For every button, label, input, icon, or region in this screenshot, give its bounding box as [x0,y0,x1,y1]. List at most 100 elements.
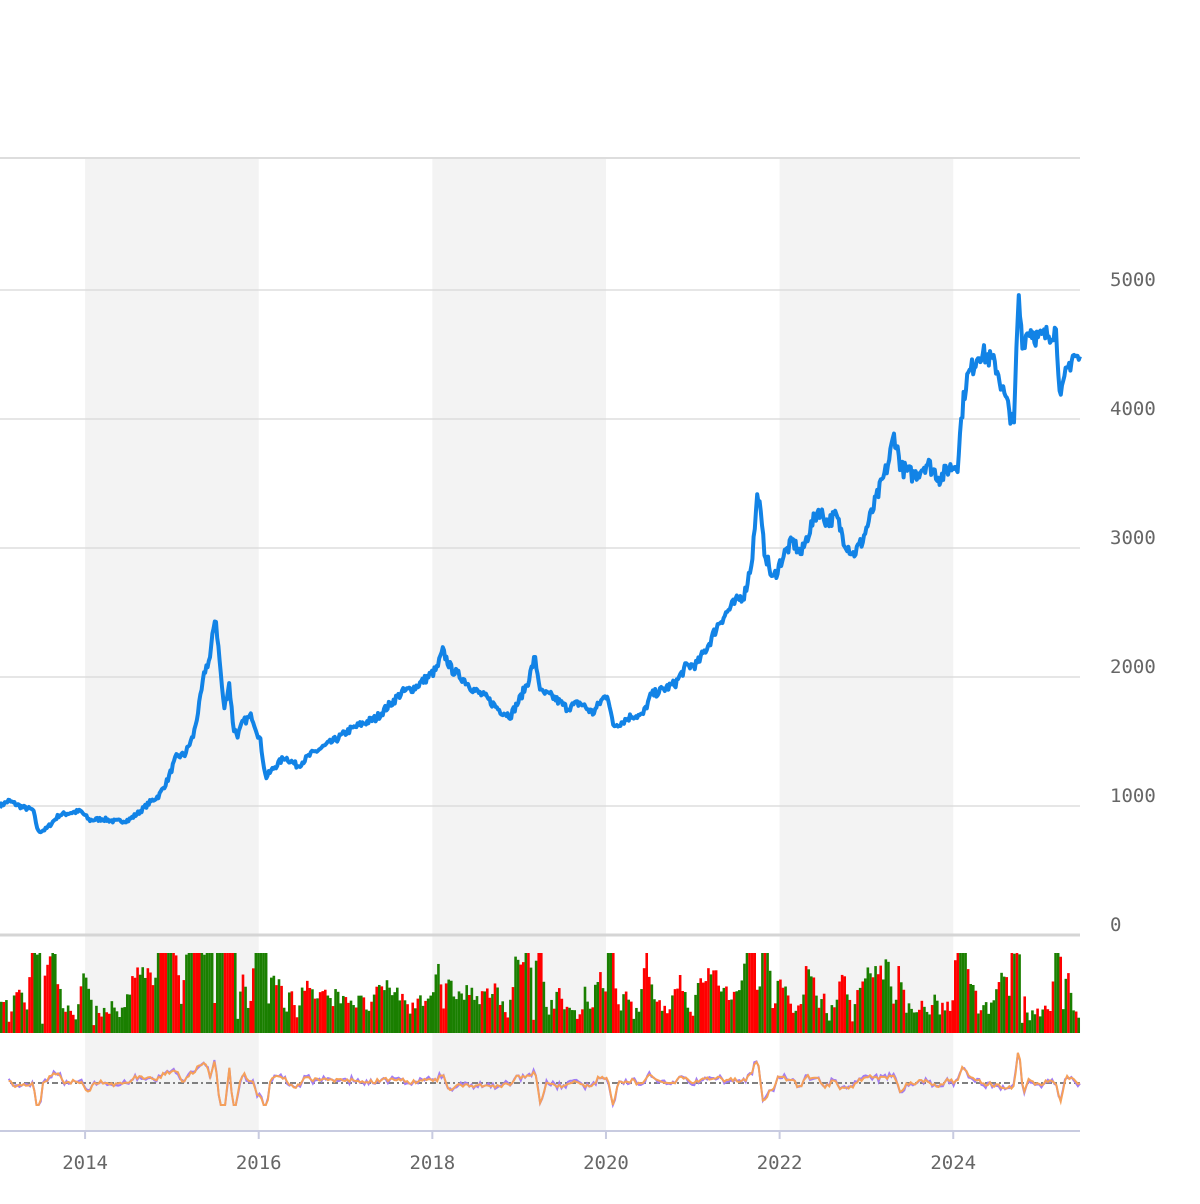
volume-bar [995,989,998,1033]
x-tick-label: 2020 [583,1152,629,1174]
volume-bar [257,953,260,1033]
volume-bar [398,1000,402,1033]
volume-bar [131,976,134,1033]
volume-bar [1007,995,1011,1033]
volume-bar [606,953,610,1033]
volume-bar [1069,992,1073,1033]
volume-bar [779,979,782,1033]
volume-bar [439,984,443,1033]
volume-bar [372,994,376,1033]
volume-bar [987,1013,991,1033]
volume-bar [655,1001,659,1033]
volume-bar [568,1007,571,1033]
volume-bar [781,987,785,1033]
volume-bar [12,995,16,1033]
volume-bar [977,1013,980,1033]
volume-bar [182,980,186,1033]
volume-bar [719,991,723,1033]
volume-bar [848,999,852,1033]
volume-bar [156,953,160,1033]
volume-bar [912,1012,916,1033]
volume-bar [457,991,461,1033]
volume-bar [15,992,19,1033]
volume-bar [807,969,811,1033]
volume-bar [311,989,314,1033]
volume-bar [380,986,384,1033]
volume-bar [696,982,700,1033]
volume-bar [632,1018,636,1033]
volume-bar [881,979,885,1033]
volume-bar [627,999,631,1033]
volume-bar [771,1008,775,1033]
volume-bar [704,981,708,1033]
volume-bar [390,995,394,1033]
volume-bar [233,953,237,1033]
volume-bar [730,999,733,1033]
volume-bar [791,1012,795,1033]
volume-bar [455,999,458,1033]
volume-bar [426,998,430,1033]
volume-bar [930,1005,934,1033]
volume-bar [318,992,322,1033]
y-tick-label: 1000 [1110,785,1156,807]
volume-bar [61,1008,65,1033]
volume-bar [239,991,242,1033]
volume-bar [514,956,517,1033]
volume-bar [267,1003,271,1033]
volume-bar [946,1001,949,1033]
volume-bar [707,968,710,1033]
volume-bar [136,967,139,1033]
volume-bar [79,986,83,1033]
volume-bar [563,1009,566,1033]
volume-bar [221,953,224,1033]
volume-bar [226,953,229,1033]
volume-bar [1067,973,1070,1033]
volume-bar [35,954,39,1033]
volume-bar [53,954,57,1033]
volume-bar [246,1007,250,1033]
volume-bar [174,955,178,1033]
volume-bar [172,953,175,1033]
volume-bar [329,998,332,1033]
volume-bar [419,995,422,1033]
volume-bar [231,953,235,1033]
volume-bar [483,991,487,1033]
volume-bar [599,972,602,1033]
volume-bar [141,967,145,1033]
volume-bar [236,1018,240,1033]
volume-bar [506,1017,510,1033]
volume-bar [660,1010,664,1033]
volume-bar [899,982,903,1033]
volume-bar [943,1010,947,1033]
volume-bar [933,994,937,1033]
volume-bar [539,953,543,1033]
volume-bar [740,980,744,1033]
volume-bar [1031,1010,1034,1033]
volume-bar [1056,953,1060,1033]
volume-bar [102,1007,106,1033]
volume-bar [179,1003,183,1033]
volume-bar [758,986,762,1033]
volume-bar [349,1000,353,1033]
volume-bar [7,1021,11,1033]
volume-bar [964,953,967,1033]
volume-bars [0,953,1081,1033]
volume-bar [300,987,304,1033]
volume-bar [871,977,875,1033]
volume-bar [228,953,232,1033]
volume-bar [879,965,883,1033]
volume-bar [614,988,618,1033]
volume-bar [521,962,525,1033]
volume-bar [493,983,497,1033]
volume-bar [10,1011,13,1033]
volume-bar [822,993,826,1033]
volume-bar [347,1002,350,1033]
volume-bar [861,981,865,1033]
volume-bar [41,1023,44,1033]
volume-bar [527,953,530,1033]
volume-bar [856,990,859,1033]
volume-bar [915,1012,919,1033]
y-tick-label: 3000 [1110,527,1156,549]
volume-bar [545,1006,548,1033]
volume-bar [177,975,181,1033]
